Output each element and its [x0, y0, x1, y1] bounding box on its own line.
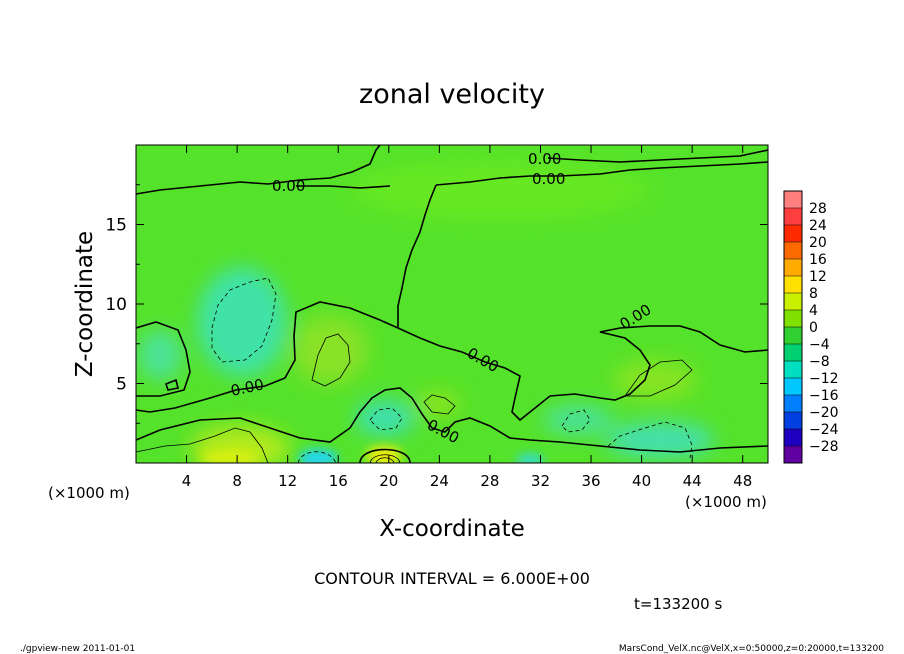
colorbar-swatch	[784, 225, 802, 242]
y-axis-label: Z-coordinate	[72, 231, 98, 377]
x-tick-label: 4	[182, 472, 192, 490]
colorbar-swatch	[784, 361, 802, 378]
contour-label: 0.00	[532, 170, 565, 188]
colorbar-tick-label: 28	[809, 201, 827, 217]
colorbar-swatch	[784, 259, 802, 276]
x-tick-label: 40	[632, 472, 651, 490]
x-tick-label: 28	[480, 472, 499, 490]
footer-right: MarsCond_VelX.nc@VelX,x=0:50000,z=0:2000…	[619, 644, 884, 654]
colorbar-tick-label: −20	[809, 405, 839, 421]
colorbar-swatch	[784, 446, 802, 463]
colorbar-tick-label: −28	[809, 439, 839, 455]
y-tick-label: 5	[116, 375, 127, 395]
x-tick-label: 48	[733, 472, 752, 490]
x-tick-label: 12	[278, 472, 297, 490]
x-tick-label: 44	[683, 472, 702, 490]
positive-contours	[136, 333, 693, 463]
zero-contours	[136, 145, 768, 463]
colorbar-swatch	[784, 191, 802, 208]
colorbar-tick-label: 4	[809, 303, 818, 319]
x-tick-label: 8	[232, 472, 242, 490]
colorbar-swatch	[784, 310, 802, 327]
colorbar-tick-label: −24	[809, 422, 839, 438]
colorbar-tick-label: 8	[809, 286, 818, 302]
plot-area: 0.00 0.00 0.00 0.00 0.00 0.00 0.00	[136, 145, 768, 463]
x-unit-left: (×1000 m)	[48, 484, 130, 502]
colorbar-swatch	[784, 412, 802, 429]
chart-title: zonal velocity	[359, 79, 545, 110]
x-unit-right: (×1000 m)	[685, 493, 767, 511]
field-shading	[138, 160, 715, 463]
colorbar-tick-label: 16	[809, 252, 827, 268]
y-tick-label: 15	[105, 216, 127, 236]
x-axis-label: X-coordinate	[379, 516, 525, 542]
x-tick-label: 36	[581, 472, 600, 490]
x-axis-ticks: 4 8 12 16 20 24 28 32 36 40 44 48	[182, 145, 752, 490]
colorbar-tick-label: 24	[809, 218, 827, 234]
x-tick-label: 16	[329, 472, 348, 490]
x-tick-label: 20	[379, 472, 398, 490]
colorbar-swatch	[784, 242, 802, 259]
colorbar-tick-label: 20	[809, 235, 827, 251]
colorbar-tick-label: 0	[809, 320, 818, 336]
x-tick-label: 24	[430, 472, 449, 490]
footer-left: ./gpview-new 2011-01-01	[20, 644, 135, 654]
colorbar-tick-label: −8	[809, 354, 830, 370]
y-axis-ticks: 5 10 15	[105, 184, 768, 424]
colorbar-swatch	[784, 395, 802, 412]
colorbar-swatch	[784, 208, 802, 225]
negative-contours	[211, 277, 693, 463]
y-tick-label: 10	[105, 295, 127, 315]
x-tick-label: 32	[531, 472, 550, 490]
contour-label: 0.00	[272, 177, 305, 195]
colorbar-tick-label: −12	[809, 371, 839, 387]
colorbar-swatch	[784, 344, 802, 361]
colorbar-tick-label: −4	[809, 337, 830, 353]
colorbar-swatch	[784, 378, 802, 395]
colorbar-tick-label: 12	[809, 269, 827, 285]
contour-label: 0.00	[528, 150, 561, 168]
colorbar-swatch	[784, 293, 802, 310]
colorbar-swatch	[784, 276, 802, 293]
time-label: t=133200 s	[634, 595, 722, 613]
contour-interval: CONTOUR INTERVAL = 6.000E+00	[314, 569, 590, 588]
colorbar-swatch	[784, 429, 802, 446]
colorbar-swatch	[784, 327, 802, 344]
colorbar-tick-label: −16	[809, 388, 839, 404]
